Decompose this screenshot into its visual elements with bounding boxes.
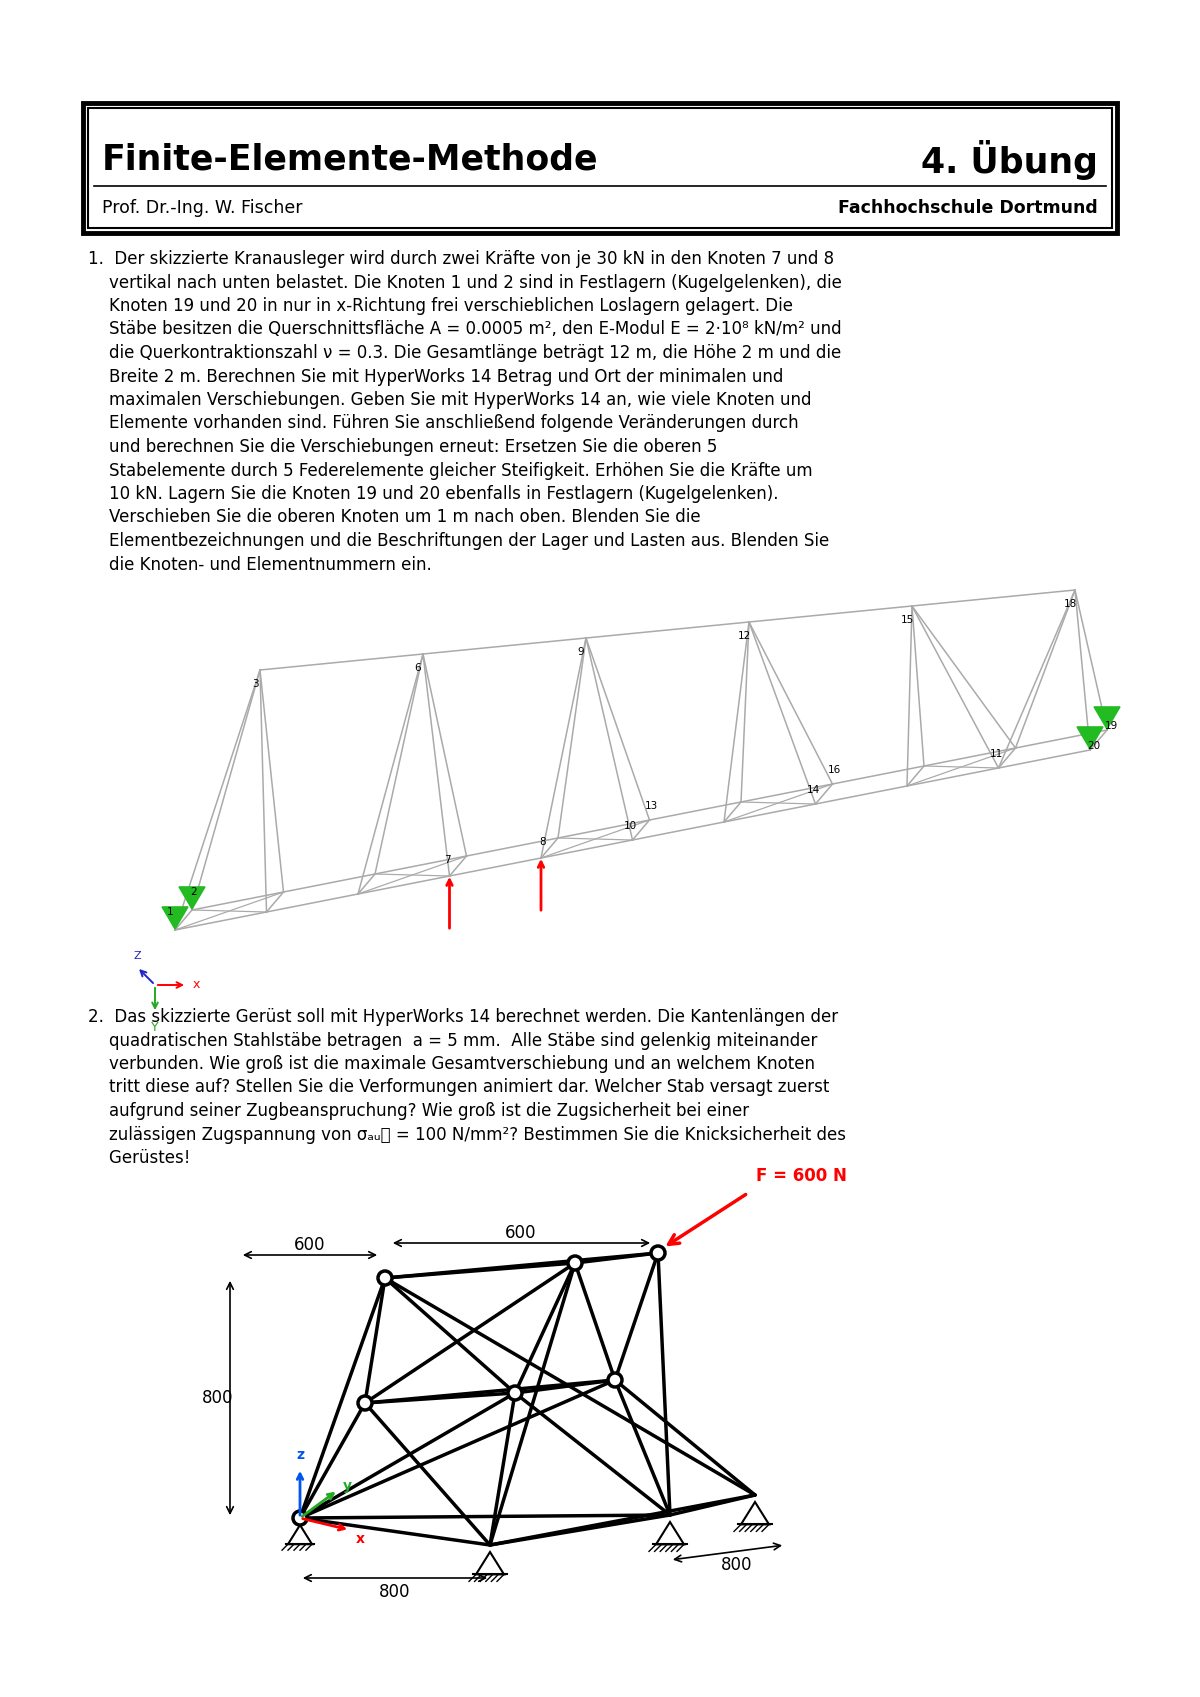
Text: Gerüstes!: Gerüstes! (88, 1149, 191, 1168)
Polygon shape (1094, 708, 1120, 730)
Polygon shape (179, 888, 205, 910)
Text: Elemente vorhanden sind. Führen Sie anschließend folgende Veränderungen durch: Elemente vorhanden sind. Führen Sie ansc… (88, 414, 799, 433)
Text: 15: 15 (900, 614, 913, 624)
Circle shape (378, 1271, 392, 1285)
Text: 2: 2 (191, 888, 197, 898)
Text: 10: 10 (624, 821, 637, 832)
Text: Stäbe besitzen die Querschnittsfläche A = 0.0005 m², den E-Modul E = 2·10⁸ kN/m²: Stäbe besitzen die Querschnittsfläche A … (88, 321, 841, 338)
Text: 11: 11 (990, 748, 1003, 759)
Text: aufgrund seiner Zugbeanspruchung? Wie groß ist die Zugsicherheit bei einer: aufgrund seiner Zugbeanspruchung? Wie gr… (88, 1101, 749, 1120)
FancyBboxPatch shape (88, 109, 1112, 227)
Text: maximalen Verschiebungen. Geben Sie mit HyperWorks 14 an, wie viele Knoten und: maximalen Verschiebungen. Geben Sie mit … (88, 390, 811, 409)
Text: x: x (193, 979, 200, 991)
Text: 600: 600 (505, 1224, 536, 1242)
Text: 8: 8 (540, 837, 546, 847)
Circle shape (568, 1256, 582, 1269)
Text: zulässigen Zugspannung von σₐᵤᵬ = 100 N/mm²? Bestimmen Sie die Knicksicherheit d: zulässigen Zugspannung von σₐᵤᵬ = 100 N/… (88, 1125, 846, 1144)
Text: Prof. Dr.-Ing. W. Fischer: Prof. Dr.-Ing. W. Fischer (102, 199, 302, 217)
Polygon shape (162, 906, 188, 928)
Text: und berechnen Sie die Verschiebungen erneut: Ersetzen Sie die oberen 5: und berechnen Sie die Verschiebungen ern… (88, 438, 718, 456)
FancyBboxPatch shape (83, 104, 1117, 232)
Text: y: y (343, 1480, 352, 1493)
Text: 16: 16 (828, 765, 841, 776)
Text: 10 kN. Lagern Sie die Knoten 19 und 20 ebenfalls in Festlagern (Kugelgelenken).: 10 kN. Lagern Sie die Knoten 19 und 20 e… (88, 485, 779, 502)
Text: vertikal nach unten belastet. Die Knoten 1 und 2 sind in Festlagern (Kugelgelenk: vertikal nach unten belastet. Die Knoten… (88, 273, 842, 292)
Text: 20: 20 (1087, 742, 1100, 752)
Polygon shape (742, 1502, 769, 1524)
Text: 2.  Das skizzierte Gerüst soll mit HyperWorks 14 berechnet werden. Die Kantenlän: 2. Das skizzierte Gerüst soll mit HyperW… (88, 1008, 838, 1027)
Text: 800: 800 (379, 1583, 410, 1600)
Text: quadratischen Stahlstäbe betragen  a = 5 mm.  Alle Stäbe sind gelenkig miteinand: quadratischen Stahlstäbe betragen a = 5 … (88, 1032, 817, 1049)
Text: die Querkontraktionszahl ν = 0.3. Die Gesamtlänge beträgt 12 m, die Höhe 2 m und: die Querkontraktionszahl ν = 0.3. Die Ge… (88, 344, 841, 361)
Text: Z: Z (133, 950, 140, 961)
Text: Breite 2 m. Berechnen Sie mit HyperWorks 14 Betrag und Ort der minimalen und: Breite 2 m. Berechnen Sie mit HyperWorks… (88, 368, 784, 385)
Text: Y: Y (151, 1022, 158, 1033)
Text: 14: 14 (806, 786, 820, 794)
Text: Elementbezeichnungen und die Beschriftungen der Lager und Lasten aus. Blenden Si: Elementbezeichnungen und die Beschriftun… (88, 531, 829, 550)
Polygon shape (476, 1553, 504, 1575)
Text: verbunden. Wie groß ist die maximale Gesamtverschiebung und an welchem Knoten: verbunden. Wie groß ist die maximale Ges… (88, 1056, 815, 1073)
Text: 1.  Der skizzierte Kranausleger wird durch zwei Kräfte von je 30 kN in den Knote: 1. Der skizzierte Kranausleger wird durc… (88, 249, 834, 268)
Circle shape (358, 1397, 372, 1410)
Text: 19: 19 (1104, 721, 1117, 731)
Text: 9: 9 (577, 647, 584, 657)
Polygon shape (1078, 726, 1103, 748)
Text: 600: 600 (294, 1235, 325, 1254)
Circle shape (293, 1510, 307, 1526)
Circle shape (608, 1373, 622, 1386)
Text: 12: 12 (737, 631, 751, 641)
Text: 7: 7 (444, 855, 451, 865)
Text: die Knoten- und Elementnummern ein.: die Knoten- und Elementnummern ein. (88, 555, 432, 574)
Text: z: z (296, 1448, 304, 1463)
Text: 4. Übung: 4. Übung (922, 139, 1098, 180)
Text: Verschieben Sie die oberen Knoten um 1 m nach oben. Blenden Sie die: Verschieben Sie die oberen Knoten um 1 m… (88, 509, 701, 526)
Text: 18: 18 (1063, 599, 1076, 609)
Text: 3: 3 (252, 679, 258, 689)
Circle shape (508, 1386, 522, 1400)
Text: x: x (356, 1532, 365, 1546)
Polygon shape (656, 1522, 684, 1544)
Text: Stabelemente durch 5 Federelemente gleicher Steifigkeit. Erhöhen Sie die Kräfte : Stabelemente durch 5 Federelemente gleic… (88, 462, 812, 480)
Text: Finite-Elemente-Methode: Finite-Elemente-Methode (102, 143, 599, 176)
Text: 1: 1 (167, 906, 173, 916)
Text: Knoten 19 und 20 in nur in x-Richtung frei verschieblichen Loslagern gelagert. D: Knoten 19 und 20 in nur in x-Richtung fr… (88, 297, 793, 316)
Text: 800: 800 (721, 1556, 752, 1575)
Text: F = 600 N: F = 600 N (756, 1168, 847, 1185)
Text: 13: 13 (644, 801, 658, 811)
Text: 800: 800 (203, 1390, 234, 1407)
Text: 6: 6 (415, 664, 421, 674)
Circle shape (650, 1246, 665, 1259)
Text: Fachhochschule Dortmund: Fachhochschule Dortmund (839, 199, 1098, 217)
Polygon shape (288, 1526, 312, 1544)
Text: tritt diese auf? Stellen Sie die Verformungen animiert dar. Welcher Stab versagt: tritt diese auf? Stellen Sie die Verform… (88, 1079, 829, 1096)
